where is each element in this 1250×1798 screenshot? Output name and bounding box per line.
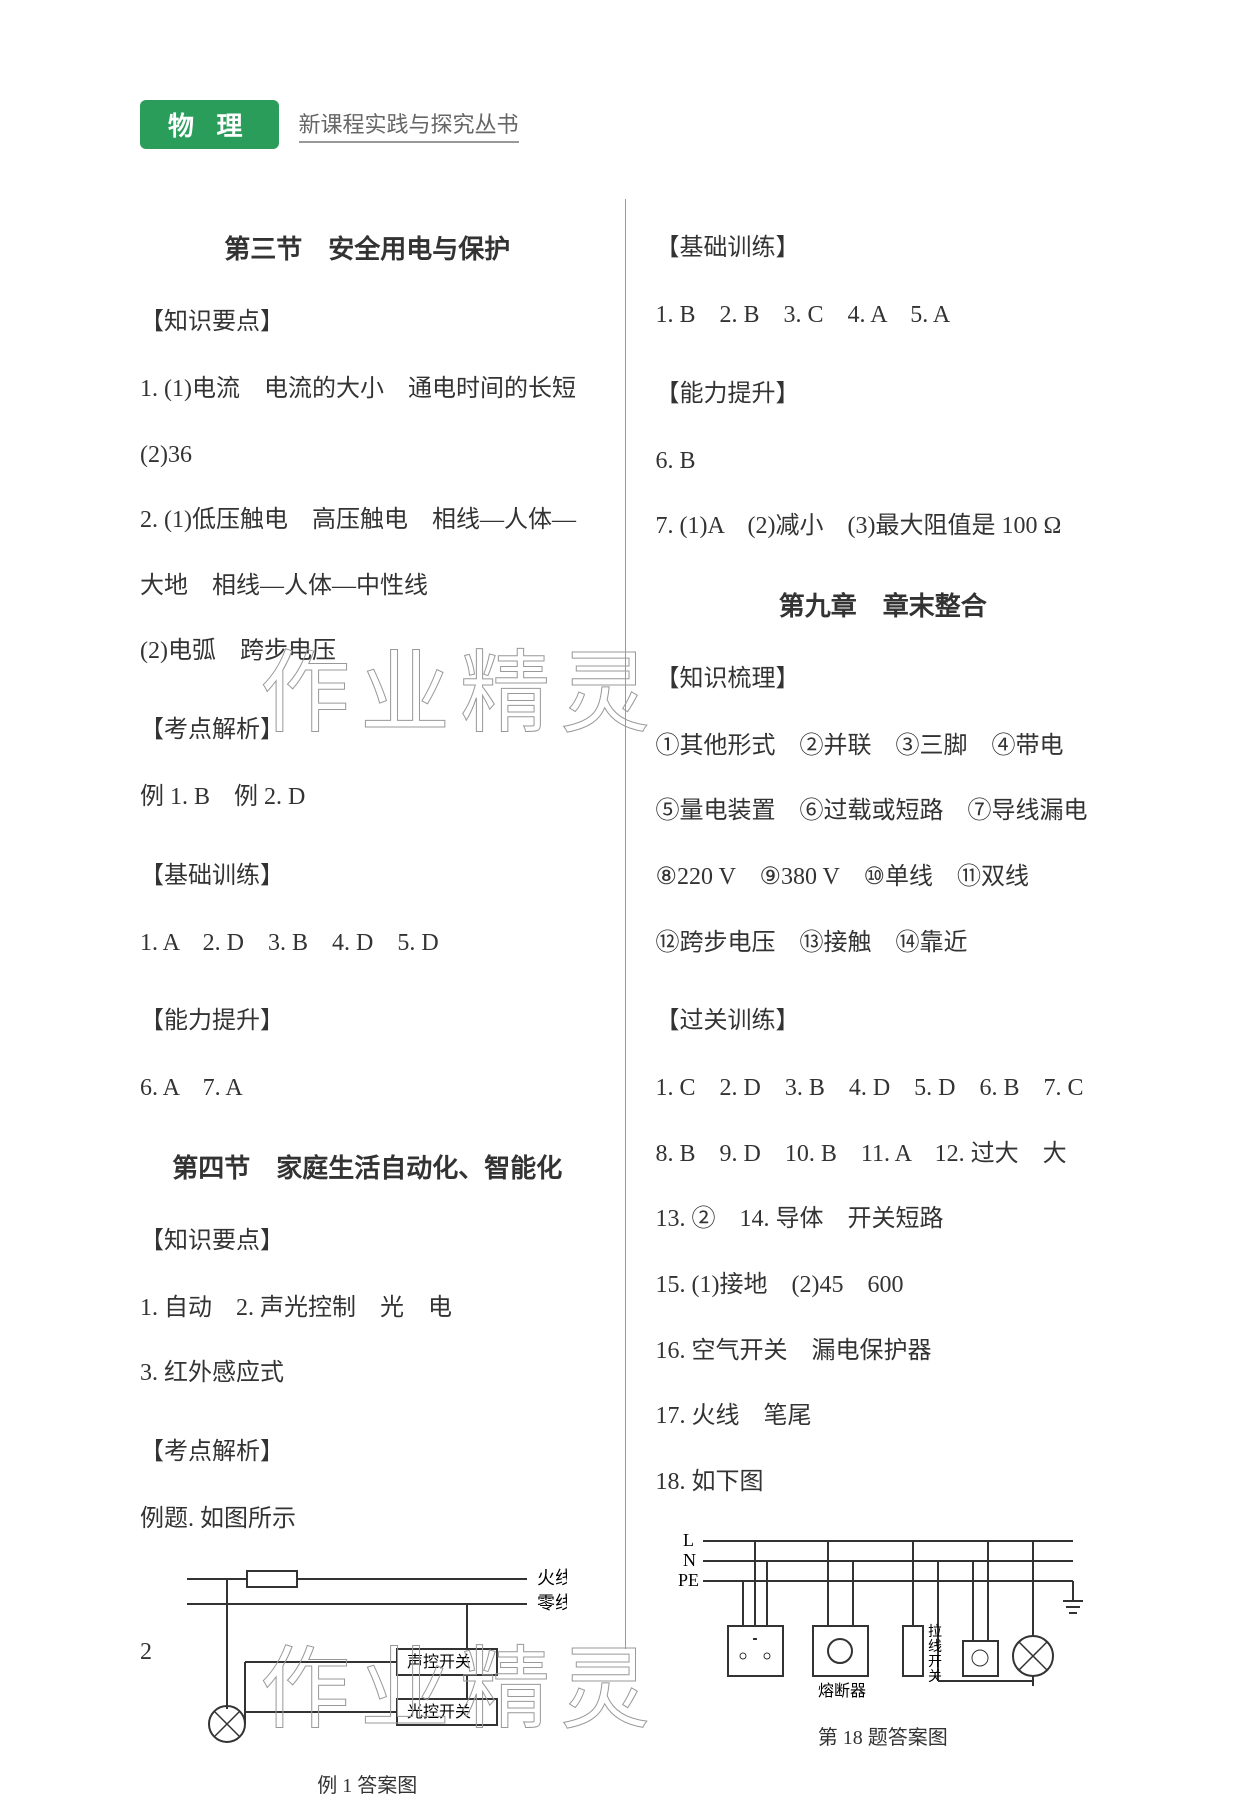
diagram-1-caption: 例 1 答案图: [140, 1769, 595, 1798]
pass-line: 16. 空气开关 漏电保护器: [656, 1323, 1111, 1381]
PE-label: PE: [678, 1570, 699, 1590]
ability-line-r: 7. (1)A (2)减小 (3)最大阻值是 100 Ω: [656, 498, 1111, 556]
exam-header: 【考点解析】: [140, 709, 595, 744]
knowledge-line: 2. (1)低压触电 高压触电 相线—人体—: [140, 492, 595, 550]
pass-line: 18. 如下图: [656, 1454, 1111, 1512]
two-column-layout: 第三节 安全用电与保护 【知识要点】 1. (1)电流 电流的大小 通电时间的长…: [140, 199, 1130, 1649]
L-label: L: [683, 1530, 694, 1550]
ability-line: 6. A 7. A: [140, 1060, 595, 1118]
exam-line: 例 1. B 例 2. D: [140, 769, 595, 827]
ability-header: 【能力提升】: [140, 1000, 595, 1035]
basic-header: 【基础训练】: [140, 855, 595, 890]
knowledge-line: (2)电弧 跨步电压: [140, 623, 595, 681]
summary-line: ⑤量电装置 ⑥过载或短路 ⑦导线漏电: [656, 783, 1111, 841]
section-4-title: 第四节 家庭生活自动化、智能化: [140, 1148, 595, 1185]
knowledge-header-2: 【知识要点】: [140, 1220, 595, 1255]
knowledge-line: 1. (1)电流 电流的大小 通电时间的长短: [140, 361, 595, 419]
zero-wire-label: 零线: [537, 1593, 567, 1613]
svg-text:线: 线: [928, 1639, 942, 1655]
knowledge-summary-header: 【知识梳理】: [656, 658, 1111, 693]
sound-switch-label: 声控开关: [407, 1653, 471, 1671]
pass-line: 8. B 9. D 10. B 11. A 12. 过大 大: [656, 1126, 1111, 1184]
pass-line: 13. ② 14. 导体 开关短路: [656, 1191, 1111, 1249]
knowledge-header: 【知识要点】: [140, 301, 595, 336]
fuse-label: 熔断器: [818, 1682, 866, 1700]
diagram-2-caption: 第 18 题答案图: [656, 1721, 1111, 1750]
subject-badge: 物 理: [140, 100, 279, 149]
knowledge-line: 3. 红外感应式: [140, 1345, 595, 1403]
ability-header-r: 【能力提升】: [656, 373, 1111, 408]
pass-header: 【过关训练】: [656, 1000, 1111, 1035]
N-label: N: [683, 1550, 696, 1570]
fire-wire-label: 火线: [537, 1568, 567, 1588]
chapter-9-title: 第九章 章末整合: [656, 586, 1111, 623]
page-header: 物 理 新课程实践与探究丛书: [140, 100, 1130, 149]
svg-text:关: 关: [928, 1669, 942, 1685]
pass-line: 1. C 2. D 3. B 4. D 5. D 6. B 7. C: [656, 1060, 1111, 1118]
circuit-diagram-1: 火线 零线 声控开关 光控开关: [167, 1559, 567, 1759]
pass-line: 15. (1)接地 (2)45 600: [656, 1257, 1111, 1315]
ability-line-r: 6. B: [656, 433, 1111, 491]
page-number: 2: [140, 1639, 152, 1666]
summary-line: ⑫跨步电压 ⑬接触 ⑭靠近: [656, 915, 1111, 973]
pass-line: 17. 火线 笔尾: [656, 1388, 1111, 1446]
series-title: 新课程实践与探究丛书: [299, 107, 519, 143]
knowledge-line: (2)36: [140, 427, 595, 485]
right-column: 【基础训练】 1. B 2. B 3. C 4. A 5. A 【能力提升】 6…: [626, 199, 1131, 1649]
section-3-title: 第三节 安全用电与保护: [140, 229, 595, 266]
summary-line: ①其他形式 ②并联 ③三脚 ④带电: [656, 718, 1111, 776]
light-switch-label: 光控开关: [407, 1703, 471, 1721]
left-column: 第三节 安全用电与保护 【知识要点】 1. (1)电流 电流的大小 通电时间的长…: [140, 199, 626, 1649]
circuit-diagram-2: L N PE 熔断器: [673, 1521, 1093, 1711]
exam-line: 例题. 如图所示: [140, 1491, 595, 1549]
summary-line: ⑧220 V ⑨380 V ⑩单线 ⑪双线: [656, 849, 1111, 907]
pull-switch-label: 拉: [928, 1624, 942, 1640]
knowledge-line: 1. 自动 2. 声光控制 光 电: [140, 1280, 595, 1338]
svg-text:开: 开: [928, 1655, 942, 1670]
basic-header-r: 【基础训练】: [656, 227, 1111, 262]
exam-header-2: 【考点解析】: [140, 1431, 595, 1466]
basic-line: 1. A 2. D 3. B 4. D 5. D: [140, 915, 595, 973]
basic-line-r: 1. B 2. B 3. C 4. A 5. A: [656, 287, 1111, 345]
knowledge-line: 大地 相线—人体—中性线: [140, 558, 595, 616]
